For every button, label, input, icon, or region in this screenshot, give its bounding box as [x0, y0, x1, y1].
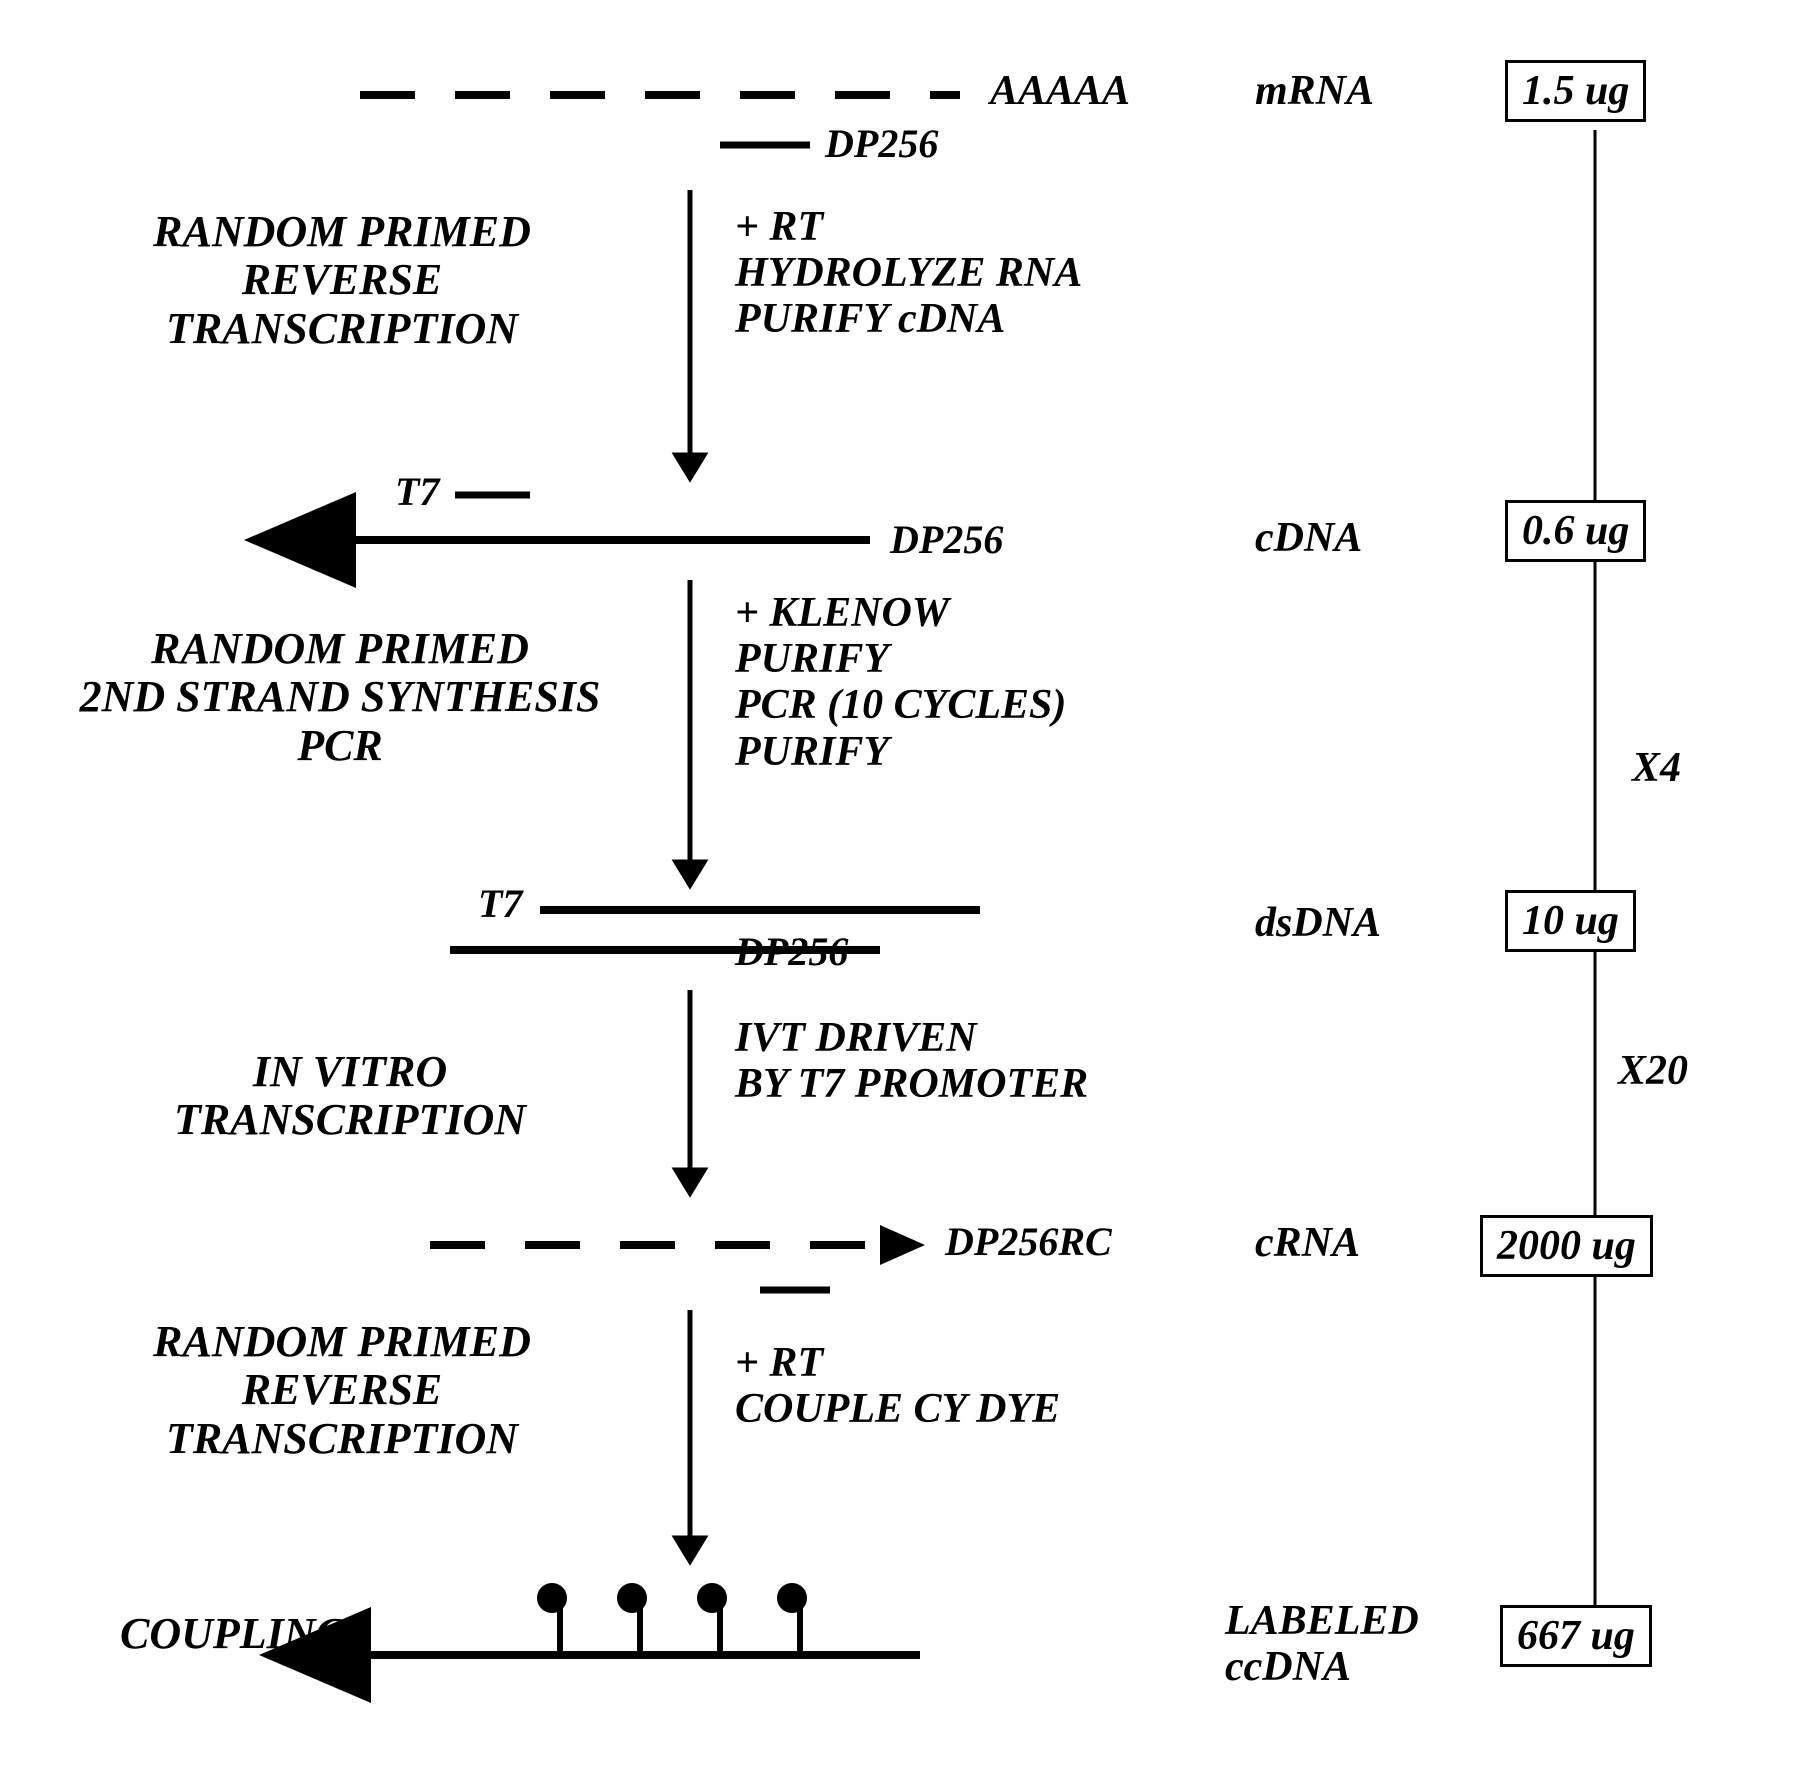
step-label-5: COUPLING — [120, 1610, 347, 1658]
step-label-1: RANDOM PRIMED REVERSE TRANSCRIPTION — [132, 208, 552, 353]
yield-box-1: 1.5 ug — [1505, 60, 1646, 122]
mrna-primer: DP256 — [825, 122, 938, 166]
cdna-primer: DP256 — [890, 518, 1003, 562]
crna-product: cRNA — [1255, 1220, 1360, 1266]
yield-box-5: 667 ug — [1500, 1605, 1652, 1667]
ccdna-product: LABELED ccDNA — [1225, 1598, 1419, 1690]
dsdna-t7: T7 — [478, 882, 522, 926]
dsdna-product: dsDNA — [1255, 900, 1381, 946]
arrow-label-2: + KLENOW PURIFY PCR (10 CYCLES) PURIFY — [735, 590, 1066, 775]
arrow-label-3: IVT DRIVEN BY T7 PROMOTER — [735, 1015, 1088, 1107]
cdna-t7: T7 — [395, 470, 439, 514]
yield-factor-2: X20 — [1618, 1048, 1688, 1094]
yield-factor-1: X4 — [1632, 745, 1681, 791]
arrow-label-1: + RT HYDROLYZE RNA PURIFY cDNA — [735, 204, 1082, 343]
step-label-2: RANDOM PRIMED 2ND STRAND SYNTHESIS PCR — [60, 625, 620, 770]
dsdna-primer: DP256 — [735, 930, 848, 974]
cdna-product: cDNA — [1255, 515, 1362, 561]
yield-box-3: 10 ug — [1505, 890, 1636, 952]
crna-primer: DP256RC — [945, 1220, 1112, 1264]
step-label-3: IN VITRO TRANSCRIPTION — [160, 1048, 540, 1145]
yield-box-2: 0.6 ug — [1505, 500, 1646, 562]
step-label-4: RANDOM PRIMED REVERSE TRANSCRIPTION — [132, 1318, 552, 1463]
mrna-product: mRNA — [1255, 68, 1374, 114]
mrna-polya: AAAAA — [990, 68, 1130, 114]
yield-box-4: 2000 ug — [1480, 1215, 1653, 1277]
diagram-canvas: RANDOM PRIMED REVERSE TRANSCRIPTION RAND… — [0, 0, 1813, 1769]
arrow-label-4: + RT COUPLE CY DYE — [735, 1340, 1060, 1432]
